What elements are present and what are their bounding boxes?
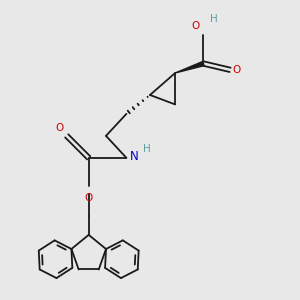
Text: H: H — [143, 144, 151, 154]
Text: O: O — [233, 65, 241, 75]
Text: H: H — [210, 14, 218, 24]
Text: O: O — [191, 21, 200, 31]
Text: O: O — [84, 193, 92, 203]
Polygon shape — [175, 61, 204, 73]
Text: O: O — [55, 123, 64, 133]
Text: N: N — [130, 150, 139, 163]
